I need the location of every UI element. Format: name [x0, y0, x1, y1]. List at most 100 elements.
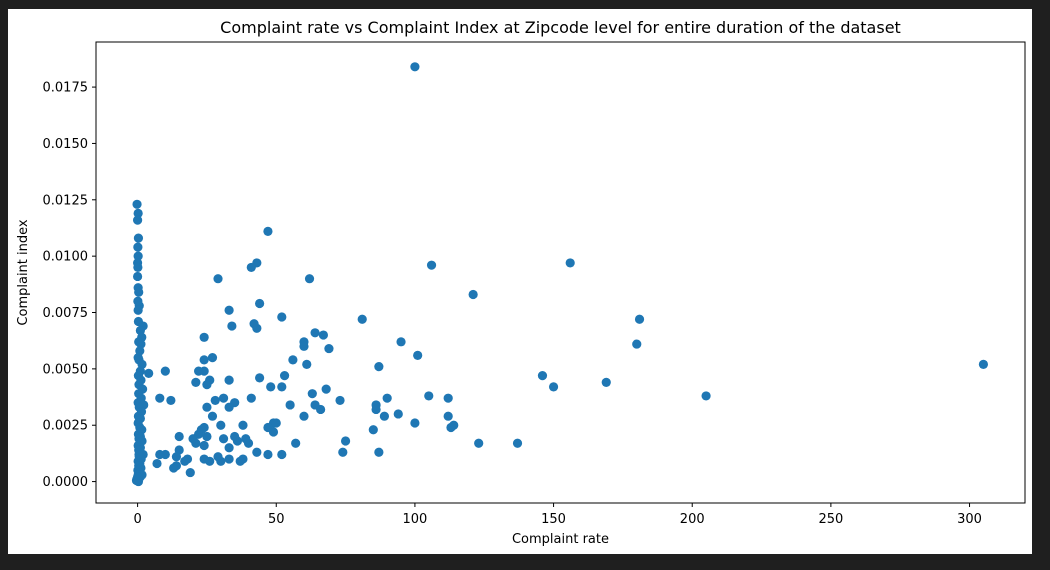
data-point — [288, 355, 298, 365]
data-point — [601, 377, 611, 387]
data-point — [246, 393, 256, 403]
data-point — [171, 452, 182, 462]
data-point — [224, 305, 234, 315]
data-point — [263, 226, 273, 236]
data-point — [310, 328, 320, 338]
data-point — [335, 395, 345, 406]
data-point — [307, 389, 317, 399]
data-point — [393, 409, 403, 419]
data-point — [152, 458, 162, 469]
data-point — [132, 215, 143, 225]
data-point — [133, 305, 143, 315]
data-point — [155, 393, 165, 403]
data-point — [263, 449, 273, 460]
data-point — [133, 233, 144, 243]
x-axis: 0 50 100 150 200 250 300 — [133, 503, 982, 527]
data-point — [132, 271, 143, 282]
data-point — [299, 411, 309, 421]
data-point — [205, 456, 215, 466]
data-point — [216, 420, 226, 430]
x-tick-label: 100 — [402, 512, 427, 527]
data-point — [410, 62, 420, 72]
data-point — [413, 350, 423, 360]
data-point — [169, 463, 179, 473]
data-point — [304, 274, 315, 284]
data-point — [174, 431, 184, 442]
data-point — [202, 380, 212, 390]
data-point — [199, 440, 209, 451]
data-point — [701, 391, 711, 401]
data-point — [218, 434, 229, 444]
data-point — [249, 319, 259, 329]
data-point — [180, 456, 190, 466]
data-point — [279, 371, 290, 381]
data-point — [446, 422, 456, 433]
x-tick-label: 50 — [268, 512, 285, 527]
data-point — [238, 420, 248, 430]
x-tick-label: 300 — [957, 512, 982, 527]
data-point — [224, 375, 234, 385]
data-point — [266, 382, 276, 392]
data-point — [199, 355, 209, 365]
data-point — [277, 312, 287, 322]
data-point — [160, 366, 170, 376]
data-point — [213, 452, 223, 462]
data-point — [299, 341, 309, 351]
data-point — [134, 449, 144, 460]
data-point — [340, 436, 351, 446]
data-point — [132, 472, 143, 482]
data-point — [134, 287, 144, 297]
data-point — [213, 274, 223, 284]
data-point — [285, 400, 295, 410]
data-point — [410, 418, 420, 428]
data-point — [241, 434, 251, 444]
data-point — [277, 449, 287, 460]
chart-title: Complaint rate vs Complaint Index at Zip… — [220, 18, 901, 37]
figure: Complaint rate vs Complaint Index at Zip… — [8, 9, 1032, 554]
data-point — [224, 443, 234, 453]
y-tick-label: 0.0100 — [43, 250, 89, 265]
data-point — [396, 337, 406, 347]
data-point — [374, 447, 384, 457]
data-point — [230, 431, 240, 442]
y-axis-label: Complaint index — [16, 219, 31, 325]
data-point — [155, 449, 165, 460]
data-point — [310, 400, 320, 410]
data-point — [424, 391, 434, 401]
data-point — [133, 262, 143, 273]
y-tick-label: 0.0075 — [43, 306, 89, 321]
data-point — [371, 404, 381, 415]
data-point — [263, 422, 273, 433]
data-point — [548, 382, 559, 392]
y-tick-label: 0.0125 — [43, 193, 89, 208]
plot-frame — [95, 41, 1026, 504]
data-point — [224, 402, 234, 412]
data-point — [443, 411, 453, 421]
data-point — [207, 411, 218, 421]
data-point — [318, 330, 328, 340]
data-point — [202, 402, 212, 412]
data-point — [210, 395, 220, 406]
data-point — [468, 289, 478, 300]
data-point — [368, 425, 378, 435]
data-point — [136, 339, 146, 349]
data-point — [512, 438, 523, 448]
data-point — [302, 359, 312, 369]
scatter-chart: Complaint rate vs Complaint Index at Zip… — [16, 18, 1026, 547]
data-point — [338, 447, 348, 457]
data-point — [188, 434, 198, 444]
data-point — [382, 393, 392, 403]
data-point — [185, 467, 195, 478]
y-tick-label: 0.0050 — [43, 362, 89, 377]
data-point — [207, 352, 218, 363]
data-point — [379, 411, 390, 421]
data-point — [443, 393, 453, 403]
data-point — [133, 251, 143, 261]
data-point — [474, 438, 484, 448]
data-point — [978, 359, 989, 369]
x-axis-label: Complaint rate — [512, 532, 609, 547]
data-point — [199, 332, 209, 342]
data-point — [255, 373, 265, 383]
data-point — [224, 454, 234, 464]
x-tick-label: 250 — [818, 512, 843, 527]
